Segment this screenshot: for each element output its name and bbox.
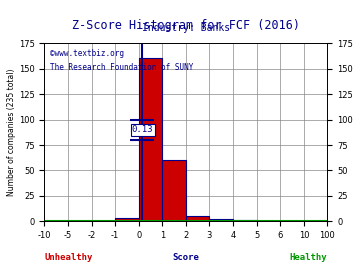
Text: 0.13: 0.13 <box>132 125 153 134</box>
Bar <box>115 218 139 221</box>
Text: The Research Foundation of SUNY: The Research Foundation of SUNY <box>50 63 193 72</box>
Title: Z-Score Histogram for FCF (2016): Z-Score Histogram for FCF (2016) <box>72 19 300 32</box>
Text: Industry: Banks: Industry: Banks <box>142 23 230 33</box>
Text: Healthy: Healthy <box>290 254 328 262</box>
Text: Score: Score <box>172 254 199 262</box>
Bar <box>139 59 162 221</box>
Bar <box>186 216 210 221</box>
Y-axis label: Number of companies (235 total): Number of companies (235 total) <box>7 69 16 196</box>
Text: ©www.textbiz.org: ©www.textbiz.org <box>50 49 124 58</box>
Bar <box>210 219 233 221</box>
Bar <box>233 220 257 221</box>
Text: Unhealthy: Unhealthy <box>44 254 93 262</box>
Bar <box>162 160 186 221</box>
